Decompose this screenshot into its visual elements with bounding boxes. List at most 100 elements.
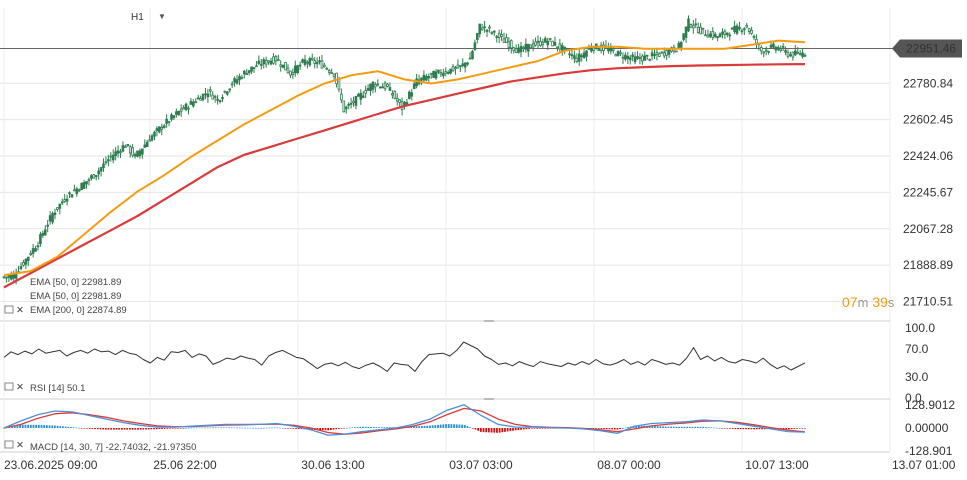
macd-bar [672,426,675,429]
candle [682,33,685,42]
macd-bar [260,427,263,429]
candle [660,51,664,54]
candle [590,43,593,53]
candle [158,126,161,134]
macd-bar [139,428,142,430]
macd-legend-item[interactable]: ✕ MACD [14, 30, 7] -22.74032, -21.97350 [4,440,196,453]
candle [230,81,234,88]
rsi-legend-item[interactable]: ✕ RSI [14] 50.1 [4,382,85,394]
candle [546,37,550,50]
price-legend-item[interactable]: EMA [50, 0] 22981.89 [30,291,121,302]
macd-bar [212,427,214,429]
macd-bar [29,424,32,428]
macd-bar [447,424,450,429]
candle [349,97,353,109]
candle [733,20,736,34]
candle [240,74,244,80]
candle [641,53,644,65]
macd-bar [621,428,624,429]
candle [369,83,372,96]
candle [87,177,91,186]
macd-bar [281,427,284,429]
candle [56,207,59,212]
macd-bar [619,428,622,429]
candle [301,58,304,64]
candle [738,21,741,31]
candle [391,90,394,99]
candle [711,27,715,41]
candle [488,24,491,33]
resize-handle[interactable] [484,398,494,400]
timeframe-selector[interactable]: H1 [131,12,144,23]
candle [218,99,222,104]
candle [429,72,433,79]
candle [478,23,482,38]
price-legend-item[interactable]: EMA [50, 0] 22981.89 [30,277,121,288]
candle [126,144,130,147]
chart-icon[interactable] [4,440,14,449]
macd-bar [731,428,734,429]
macd-bar [115,428,118,430]
candle [182,105,185,110]
macd-bar [423,425,426,429]
candle [65,194,69,206]
macd-bar [683,426,686,428]
candle [279,60,283,72]
macd-bar [675,426,678,429]
candle [284,62,287,71]
macd-bar [233,427,236,429]
candle [206,88,210,103]
candle [517,43,520,54]
rsi-tick-label: 30.0 [905,370,929,384]
candle [94,175,98,181]
candle [216,94,219,105]
price-tick-label: 22067.28 [903,222,953,236]
chart-icon[interactable] [4,305,14,314]
chevron-down-icon[interactable]: ▼ [158,12,166,21]
candle [798,50,802,56]
candle [221,94,224,103]
candle [463,62,467,73]
candle [497,29,501,44]
macd-panel[interactable] [3,404,806,436]
macd-bar [458,424,461,429]
candle [781,43,785,51]
macd-bar [372,427,375,428]
macd-bar [308,428,311,430]
chart-icon[interactable] [4,382,14,391]
candle [121,141,125,153]
macd-bar [388,427,391,429]
rsi-panel[interactable] [3,341,806,372]
price-legend-item[interactable]: ✕ EMA [200, 0] 22874.89 [4,305,127,316]
candle [689,23,693,29]
time-tick-label: 25.06 22:00 [153,458,217,472]
price-panel[interactable]: 22951.46 [0,15,962,289]
macd-bar [75,427,78,429]
candle [704,30,707,37]
time-tick-label: 08.07 00:00 [597,458,661,472]
macd-bar [228,427,230,429]
candle [48,211,52,225]
candle [19,262,23,271]
macd-bar [463,425,466,429]
candle [393,90,397,100]
candle [507,37,511,52]
macd-bar [86,428,88,429]
macd-bar [222,427,225,429]
macd-bar [654,426,656,428]
macd-bar [96,428,99,430]
macd-bar [490,428,493,433]
candle [592,47,596,54]
candle [366,84,370,91]
candle [41,230,45,239]
candle [658,52,661,58]
macd-bar [785,428,788,430]
candle [274,54,278,66]
candle [155,126,159,137]
candle [764,46,768,56]
resize-handle[interactable] [484,320,494,322]
candle [417,74,421,86]
macd-bar [206,427,209,429]
macd-bar [252,427,255,429]
